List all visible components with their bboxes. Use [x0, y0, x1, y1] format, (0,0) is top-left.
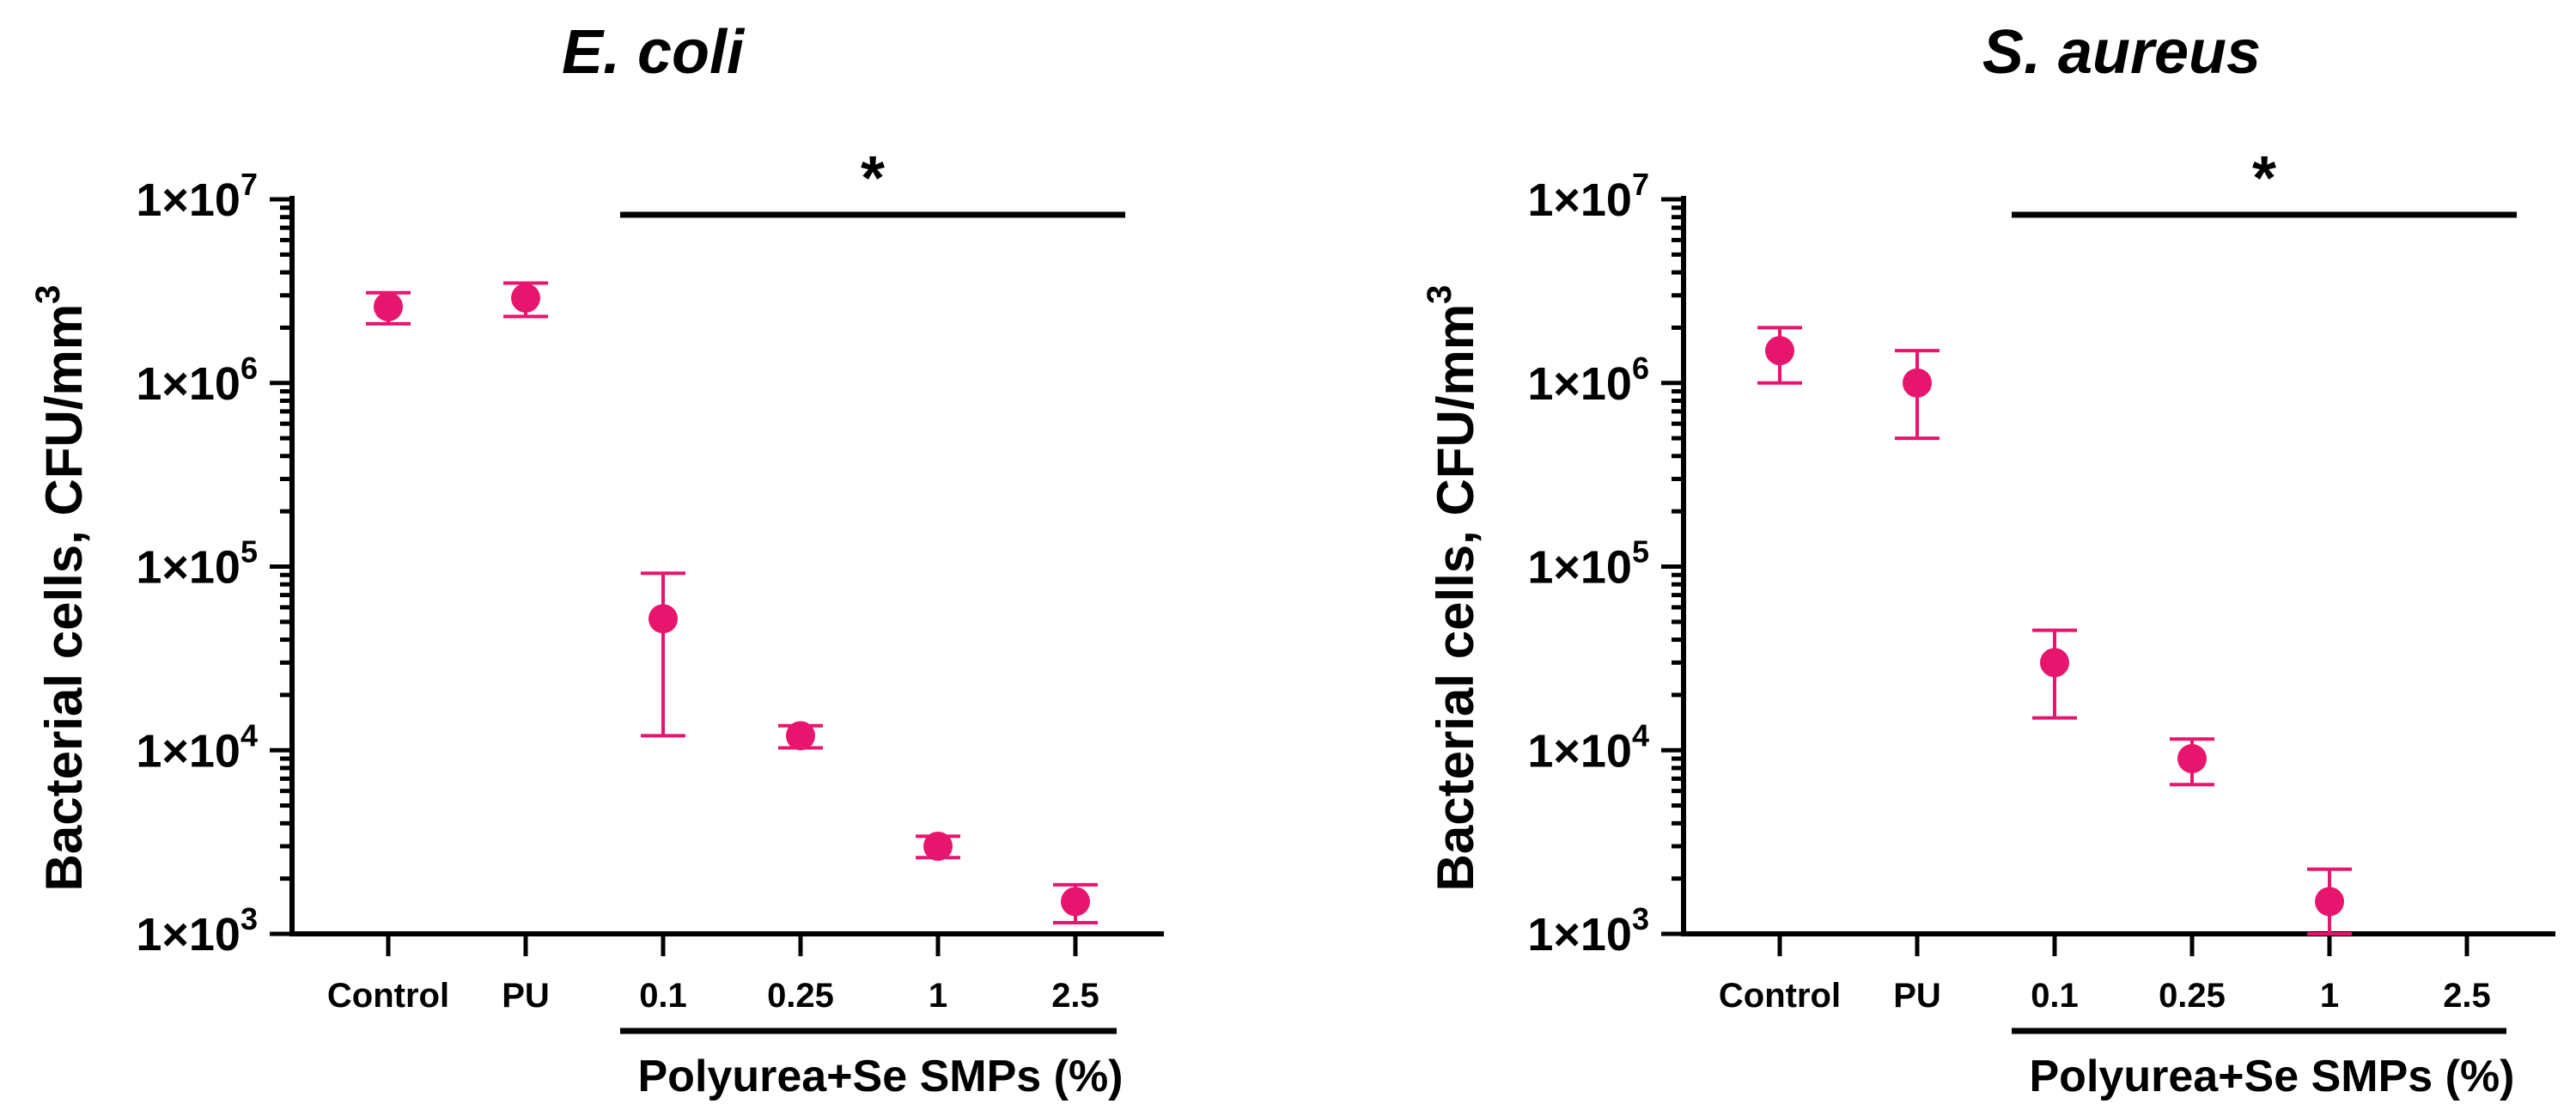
x-tick-label: 2.5 [2443, 977, 2491, 1015]
y-tick-label: 1×107 [136, 167, 258, 226]
x-tick-label: PU [502, 977, 550, 1015]
y-axis-label-text: Bacterial cells, CFU/mm [1427, 304, 1484, 892]
y-tick-label: 1×106 [136, 351, 258, 410]
data-point-0-1 [649, 604, 678, 634]
group-label: Polyurea+Se SMPs (%) [2030, 1052, 2515, 1101]
y-tick-exponent: 4 [241, 717, 258, 753]
data-point-2-5 [1061, 887, 1090, 917]
y-tick-exponent: 6 [1632, 351, 1649, 386]
y-tick-label: 1×105 [136, 534, 258, 594]
data-point-1 [2315, 887, 2344, 917]
chart-title: S. aureus [1982, 18, 2261, 87]
y-tick-base: 1×10 [136, 725, 241, 777]
y-tick-label: 1×105 [1527, 534, 1649, 594]
y-tick-base: 1×10 [136, 174, 241, 226]
data-point-control [1765, 336, 1794, 366]
data-point-pu [511, 283, 540, 313]
x-tick-label: 1 [929, 977, 947, 1015]
data-point-1 [923, 832, 953, 862]
y-tick-base: 1×10 [136, 358, 241, 410]
x-tick-label: 1 [2320, 977, 2339, 1015]
y-tick-label: 1×103 [1527, 901, 1649, 960]
y-tick-base: 1×10 [136, 542, 241, 594]
y-axis-label: Bacterial cells, CFU/mm3 [1421, 285, 1484, 892]
y-tick-base: 1×10 [1527, 542, 1632, 594]
y-tick-exponent: 3 [241, 901, 258, 936]
data-point-0-25 [2177, 744, 2207, 774]
y-tick-exponent: 7 [1632, 167, 1649, 202]
group-label: Polyurea+Se SMPs (%) [638, 1052, 1124, 1101]
y-tick-exponent: 4 [1632, 717, 1649, 753]
y-tick-base: 1×10 [1527, 909, 1632, 960]
x-tick-label: 0.25 [2159, 977, 2226, 1015]
data-point-control [374, 292, 403, 322]
y-axis-label: Bacterial cells, CFU/mm3 [29, 285, 93, 892]
chart-title: E. coli [562, 18, 746, 87]
y-tick-exponent: 6 [241, 351, 258, 386]
x-tick-label: PU [1893, 977, 1941, 1015]
x-tick-label: Control [1719, 977, 1841, 1015]
x-tick-label: Control [327, 977, 449, 1015]
data-point-pu [1903, 368, 1932, 398]
y-tick-exponent: 5 [1632, 534, 1649, 570]
y-tick-label: 1×103 [136, 901, 258, 960]
x-tick-label: 0.25 [767, 977, 834, 1015]
y-tick-base: 1×10 [1527, 174, 1632, 226]
data-point-0-1 [2040, 648, 2069, 678]
y-tick-base: 1×10 [1527, 358, 1632, 410]
y-tick-label: 1×106 [1527, 351, 1649, 410]
y-tick-exponent: 7 [241, 167, 258, 202]
y-tick-exponent: 5 [241, 534, 258, 570]
y-tick-base: 1×10 [1527, 725, 1632, 777]
y-tick-base: 1×10 [136, 909, 241, 960]
x-tick-label: 0.1 [639, 977, 687, 1015]
y-tick-label: 1×104 [1527, 717, 1649, 777]
data-point-0-25 [786, 721, 815, 751]
y-axis-label-superscript: 3 [29, 285, 67, 304]
y-tick-label: 1×104 [136, 717, 258, 777]
x-tick-label: 2.5 [1051, 977, 1099, 1015]
y-axis-label-text: Bacterial cells, CFU/mm [35, 304, 93, 892]
x-tick-label: 0.1 [2031, 977, 2079, 1015]
significance-star: * [2252, 144, 2276, 213]
y-tick-exponent: 3 [1632, 901, 1649, 936]
significance-star: * [861, 144, 885, 213]
y-tick-label: 1×107 [1527, 167, 1649, 226]
y-axis-label-superscript: 3 [1421, 285, 1459, 304]
